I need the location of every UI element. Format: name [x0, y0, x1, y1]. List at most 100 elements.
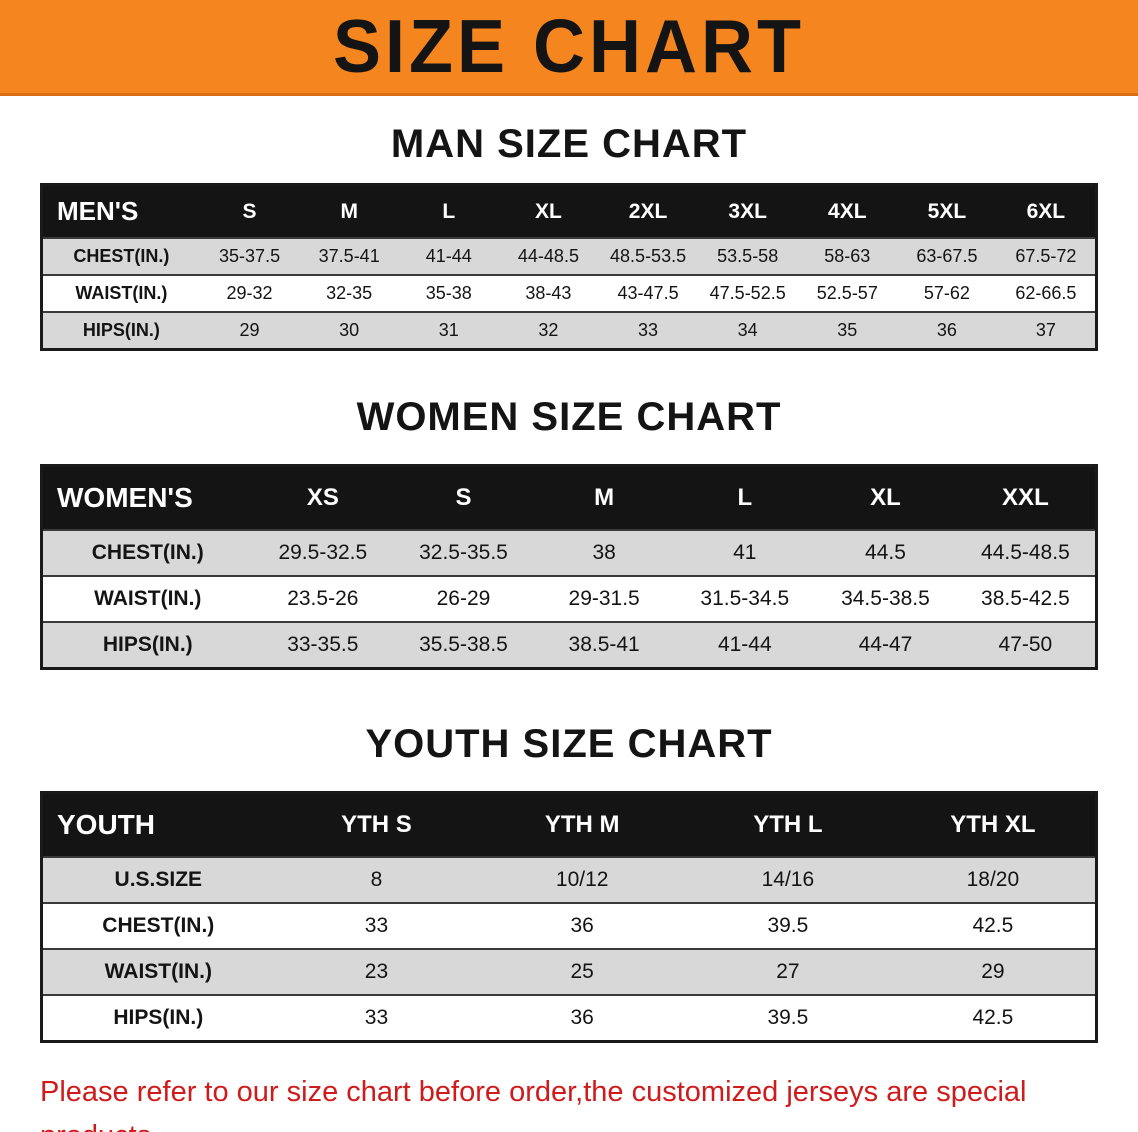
size-header-cell: 4XL [797, 184, 898, 238]
value-cell: 23 [364, 960, 389, 983]
value-cell: 58-63 [824, 246, 871, 266]
table-header-row: WOMEN'S XS S M L XL XXL [41, 465, 1097, 530]
size-header-cell: YTH M [479, 792, 686, 857]
table-row: HIPS(IN.) 33-35.5 35.5-38.5 38.5-41 41-44 44-… [41, 622, 1097, 669]
value-cell: 53.5-58 [717, 246, 779, 266]
value-cell: 35-38 [425, 283, 472, 303]
row-label-cell: HIPS(IN.) [82, 320, 160, 340]
table-title-cell: WOMEN'S [41, 465, 253, 530]
size-header-cell: M [299, 184, 399, 238]
value-cell: 32.5-35.5 [419, 541, 508, 564]
value-cell: 38.5-41 [568, 633, 640, 656]
table-row: WAIST(IN.) 23 25 27 29 [41, 949, 1097, 995]
value-cell: 27 [776, 960, 800, 983]
table-row: CHEST(IN.) 33 36 39.5 42.5 [41, 903, 1097, 949]
value-cell: 29 [239, 320, 260, 340]
row-label-cell: CHEST(IN.) [91, 541, 204, 564]
value-cell: 23.5-26 [287, 587, 359, 610]
footer-note-line-1: Please refer to our size chart before or… [40, 1076, 1027, 1132]
size-header-cell: 3XL [697, 184, 798, 238]
size-header-cell: XXL [955, 465, 1097, 530]
size-header-cell: S [393, 465, 534, 530]
row-label-cell: WAIST(IN.) [104, 960, 212, 983]
size-header-cell: S [199, 184, 300, 238]
value-cell: 47-50 [998, 633, 1053, 656]
size-header-cell: L [674, 465, 816, 530]
section-women: WOMEN SIZE CHART WOMEN'S XS S M L XL XXL CHEST(… [0, 395, 1138, 670]
value-cell: 29.5-32.5 [278, 541, 368, 564]
value-cell: 67.5-72 [1015, 246, 1077, 266]
value-cell: 57-62 [923, 283, 970, 303]
row-label-cell: WAIST(IN.) [94, 587, 202, 610]
value-cell: 52.5-57 [816, 283, 878, 303]
value-cell: 38 [592, 541, 616, 564]
value-cell: 38-43 [525, 283, 572, 303]
value-cell: 33 [364, 914, 389, 937]
table-row: WAIST(IN.) 29-32 32-35 35-38 38-43 43-47.5 47.… [41, 275, 1097, 312]
value-cell: 36 [936, 320, 957, 340]
value-cell: 36 [570, 1006, 594, 1029]
value-cell: 31 [438, 320, 459, 340]
value-cell: 37 [1035, 320, 1056, 340]
charts-container: MAN SIZE CHART MEN'S S M L XL 2XL 3XL 4XL 5XL 6XL… [0, 122, 1138, 1043]
row-label-cell: HIPS(IN.) [102, 633, 193, 656]
table-header-row: MEN'S S M L XL 2XL 3XL 4XL 5XL 6XL [41, 184, 1097, 238]
size-header-cell: L [399, 184, 499, 238]
value-cell: 41-44 [717, 633, 772, 656]
value-cell: 47.5-52.5 [709, 283, 786, 303]
table-title-cell: YOUTH [41, 792, 274, 857]
row-label-cell: U.S.SIZE [114, 868, 203, 891]
value-cell: 35 [837, 320, 858, 340]
size-header-cell: 2XL [598, 184, 698, 238]
value-cell: 29-32 [226, 283, 273, 303]
value-cell: 33-35.5 [287, 633, 359, 656]
value-cell: 39.5 [767, 1006, 809, 1029]
value-cell: 32-35 [326, 283, 373, 303]
value-cell: 34.5-38.5 [841, 587, 930, 610]
size-header-cell: XS [252, 465, 394, 530]
value-cell: 44.5-48.5 [981, 541, 1070, 564]
table-row: HIPS(IN.) 33 36 39.5 42.5 [41, 995, 1097, 1042]
table-row: CHEST(IN.) 35-37.5 37.5-41 41-44 44-48.5 48.5… [41, 238, 1097, 275]
section-youth: YOUTH SIZE CHART YOUTH YTH S YTH M YTH L YTH… [0, 722, 1138, 1043]
value-cell: 41 [733, 541, 757, 564]
value-cell: 30 [339, 320, 360, 340]
row-label-cell: WAIST(IN.) [75, 283, 168, 303]
value-cell: 8 [370, 868, 383, 891]
value-cell: 31.5-34.5 [700, 587, 790, 610]
value-cell: 44-47 [858, 633, 913, 656]
size-header-cell: 5XL [897, 184, 997, 238]
size-header-cell: YTH S [273, 792, 480, 857]
value-cell: 43-47.5 [617, 283, 679, 303]
row-label-cell: HIPS(IN.) [113, 1006, 204, 1029]
table-header-row: YOUTH YTH S YTH M YTH L YTH XL [41, 792, 1097, 857]
size-header-cell: XL [815, 465, 956, 530]
value-cell: 33 [638, 320, 659, 340]
value-cell: 44.5 [865, 541, 906, 564]
value-cell: 25 [570, 960, 594, 983]
value-cell: 41-44 [425, 246, 472, 266]
size-header-cell: 6XL [996, 184, 1097, 238]
value-cell: 38.5-42.5 [981, 587, 1070, 610]
value-cell: 29 [981, 960, 1005, 983]
banner-title: SIZE CHART [333, 4, 805, 89]
women-size-table: WOMEN'S XS S M L XL XXL CHEST(IN.) 29.5-32.5 32.5… [40, 464, 1098, 670]
table-row: WAIST(IN.) 23.5-26 26-29 29-31.5 31.5-34.5 34… [41, 576, 1097, 622]
table-row: U.S.SIZE 8 10/12 14/16 18/20 [41, 857, 1097, 903]
value-cell: 32 [538, 320, 559, 340]
value-cell: 33 [364, 1006, 389, 1029]
value-cell: 14/16 [761, 868, 815, 891]
value-cell: 35-37.5 [219, 246, 281, 266]
row-label-cell: CHEST(IN.) [73, 246, 170, 266]
footer-note: Please refer to our size chart before or… [0, 1071, 1138, 1132]
value-cell: 48.5-53.5 [610, 246, 687, 266]
value-cell: 35.5-38.5 [419, 633, 508, 656]
men-size-chart-heading: MAN SIZE CHART [390, 122, 748, 166]
value-cell: 37.5-41 [318, 246, 380, 266]
section-men: MAN SIZE CHART MEN'S S M L XL 2XL 3XL 4XL 5XL 6XL… [0, 122, 1138, 351]
size-header-cell: YTH L [685, 792, 891, 857]
size-header-cell: YTH XL [890, 792, 1097, 857]
men-size-table: MEN'S S M L XL 2XL 3XL 4XL 5XL 6XL CHEST(IN.) 35-37… [40, 183, 1098, 351]
value-cell: 34 [737, 320, 758, 340]
